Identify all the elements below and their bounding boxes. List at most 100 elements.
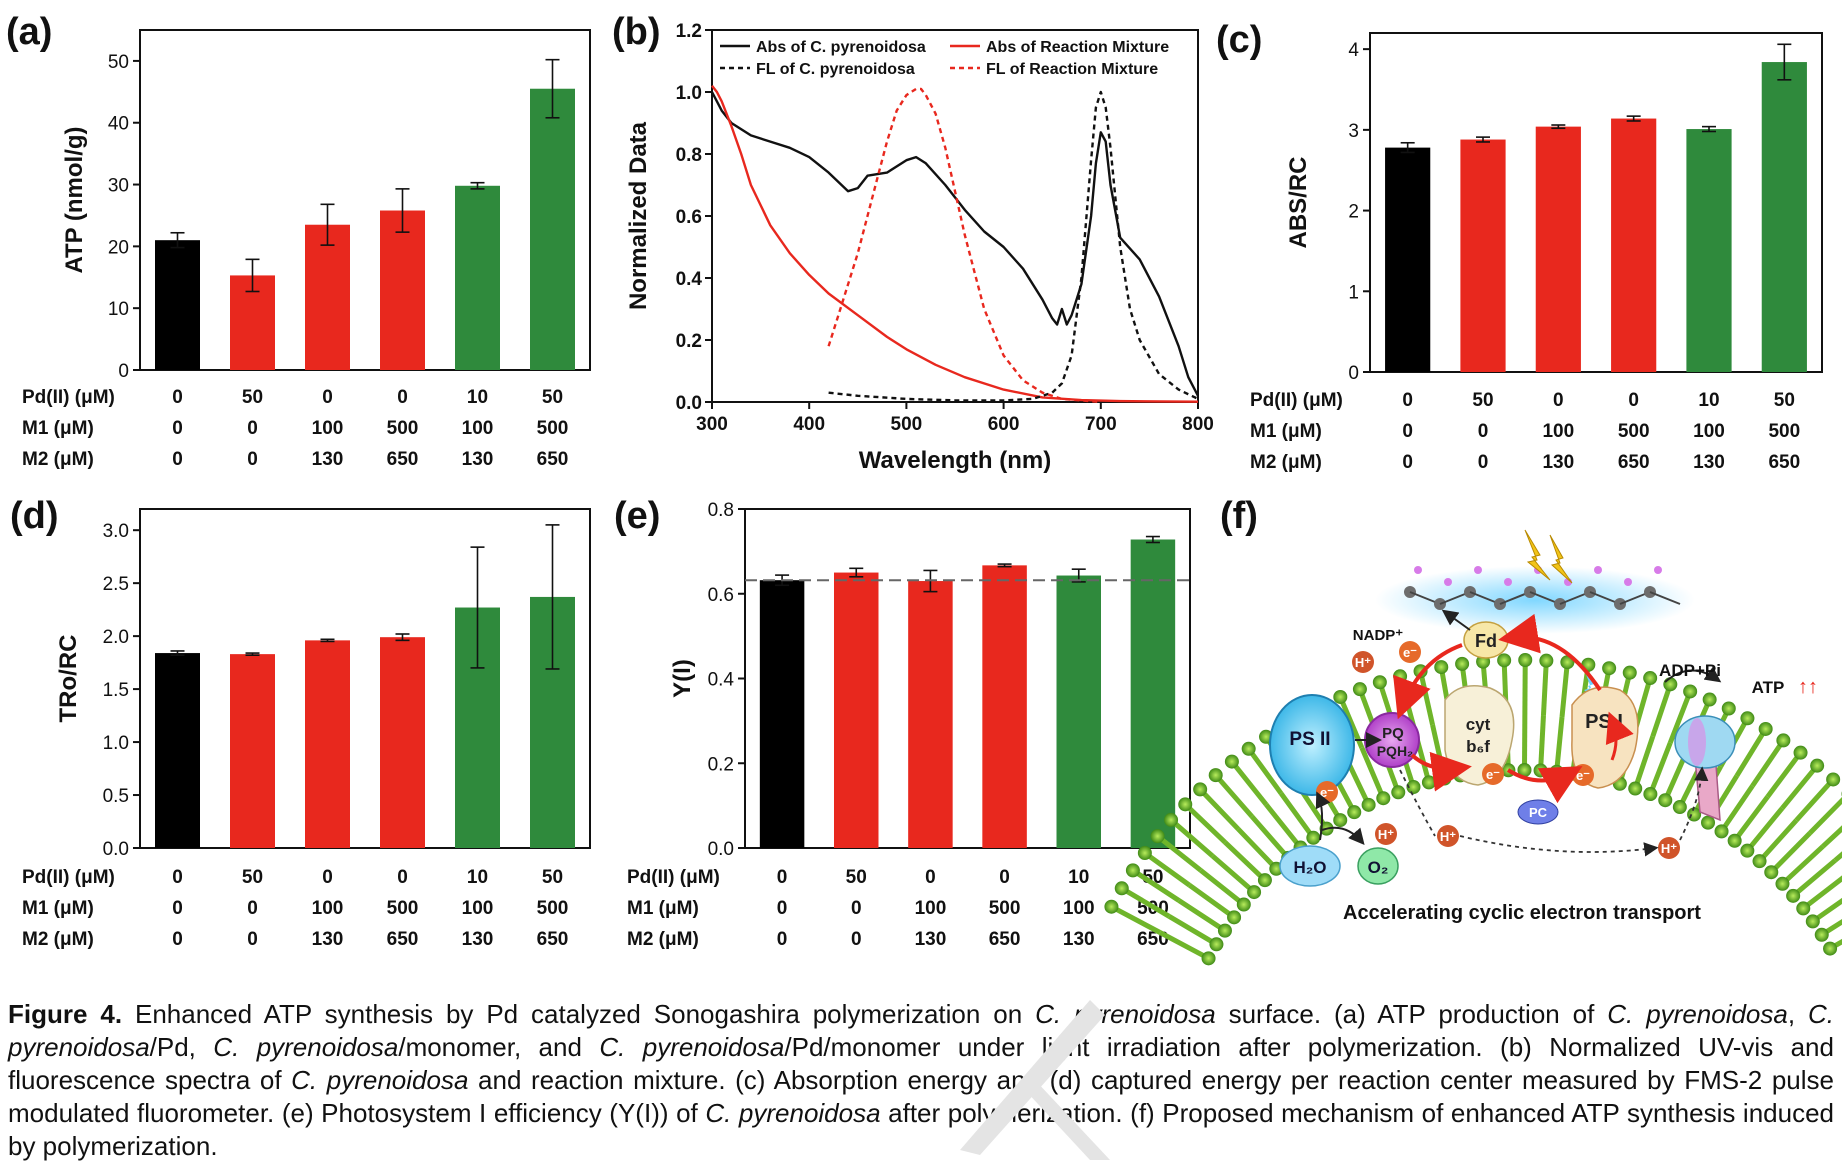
condition-row-label: Pd(II) (μM) [22,387,115,408]
lipid-head [1786,888,1801,903]
polymer-sidegroup [1474,566,1482,574]
lipid-tail [1554,716,1565,772]
lipid-tail [1732,795,1770,843]
lipid-tail [1359,746,1386,800]
lipid-head [1776,733,1791,748]
proton-marker-label: H⁺ [1355,655,1371,670]
condition-value: 50 [242,387,263,408]
lipid-head [1178,797,1193,812]
b6f-label: b₆f [1466,737,1490,756]
condition-value: 500 [989,898,1021,919]
lipid-head [1241,741,1256,756]
caption-italic: C. pyrenoidosa [1035,999,1216,1029]
lipid-head [1740,711,1755,726]
condition-value: 0 [1553,390,1564,411]
bar [908,581,953,848]
polymer-bond [1649,591,1681,605]
condition-value: 50 [542,387,563,408]
condition-row-label: M1 (μM) [1250,421,1322,442]
y-tick-label: 0.5 [103,786,129,807]
lipid-head [1193,782,1208,797]
condition-value: 130 [1542,452,1574,473]
condition-value: 0 [1478,452,1489,473]
lipid-head [1814,927,1829,942]
y-tick-label: 2 [1348,202,1359,223]
caption-italic: C. pyrenoidosa [213,1032,399,1062]
condition-value: 0 [777,929,788,950]
bar [982,565,1027,848]
condition-row-label: M2 (μM) [627,929,699,950]
atp-label: ATP [1752,678,1785,697]
caption-italic: C. pyrenoidosa [599,1032,785,1062]
watermark-shape [960,1000,1110,1160]
lipid-head [1602,661,1617,676]
y-tick-label: 4 [1348,40,1359,61]
caption-text: , [1787,999,1808,1029]
caption-text: /Pd/monomer under light irradiation afte… [8,1032,1834,1095]
y-tick-label: 0.0 [103,839,129,860]
condition-value: 10 [467,867,488,888]
condition-value: 0 [172,867,183,888]
condition-value: 0 [247,418,258,439]
atp-synthase-core [1688,718,1706,766]
lipid-head [1437,771,1452,786]
electron-marker-label: e⁻ [1320,785,1334,800]
polymer-chain [1404,566,1681,610]
condition-row-label: M1 (μM) [22,898,94,919]
proton-flow [1679,766,1709,841]
condition-row-label: M1 (μM) [627,898,699,919]
psii-complex [1269,694,1355,796]
atp-flow [1664,666,1722,683]
proton-marker [1375,823,1397,845]
condition-value: 0 [172,387,183,408]
condition-value: 0 [851,898,862,919]
lipid-tail [1632,735,1656,790]
y-tick-label: 0.0 [708,839,734,860]
caption-text: /monomer, and [398,1032,600,1062]
y-tick-label: 0.4 [676,269,703,290]
condition-value: 100 [312,898,344,919]
y-tick-label: 1.5 [103,680,129,701]
lipid-tail [1794,777,1836,822]
lipid-head [1217,923,1232,938]
lipid-tail [1236,827,1279,871]
panel-b: (b) 0.0 0.2 0.4 0.6 0.8 1.0 1.2 300 400 500 600 700 8… [612,11,1214,474]
lipid-head [1764,865,1779,880]
condition-row-label: M2 (μM) [22,449,94,470]
lipid-head [1333,689,1348,704]
bar [155,653,200,848]
cyclic-arrow [1506,766,1583,804]
condition-value: 0 [172,418,183,439]
lipid-head [1823,941,1838,956]
condition-value: 0 [247,449,258,470]
lipid-head [1137,845,1152,860]
lipid-tail [1250,814,1291,860]
electron-flow [1441,609,1471,631]
y-axis-label: TRo/RC [55,635,82,723]
condition-value: 500 [1618,421,1650,442]
lipid-head [1247,885,1262,900]
bar [1761,62,1807,373]
water-flow [1315,791,1331,841]
condition-row-label: M1 (μM) [22,418,94,439]
condition-value: 0 [1478,421,1489,442]
y-tick-label: 0.4 [708,670,735,691]
lipid-tail [1110,904,1162,935]
cyclic-arrow [1605,711,1634,761]
condition-value: 50 [846,867,867,888]
condition-value: 500 [537,898,569,919]
condition-value: 130 [915,929,947,950]
y-tick-label: 3 [1348,121,1359,142]
polymer-sidegroup [1414,566,1422,574]
condition-value: 650 [537,449,569,470]
y-tick-label: 0 [118,361,129,382]
caption-text: surface. (a) ATP production of [1215,999,1608,1029]
bar [1385,147,1431,372]
polymer-sidegroup [1594,566,1602,574]
lipid-head [1391,785,1406,800]
lipid-tail [1765,751,1803,799]
y-tick-label: 0.0 [676,393,702,414]
x-tick-label: 600 [988,414,1020,435]
panel-label: (a) [6,11,52,53]
lipid-tail [1183,802,1227,845]
